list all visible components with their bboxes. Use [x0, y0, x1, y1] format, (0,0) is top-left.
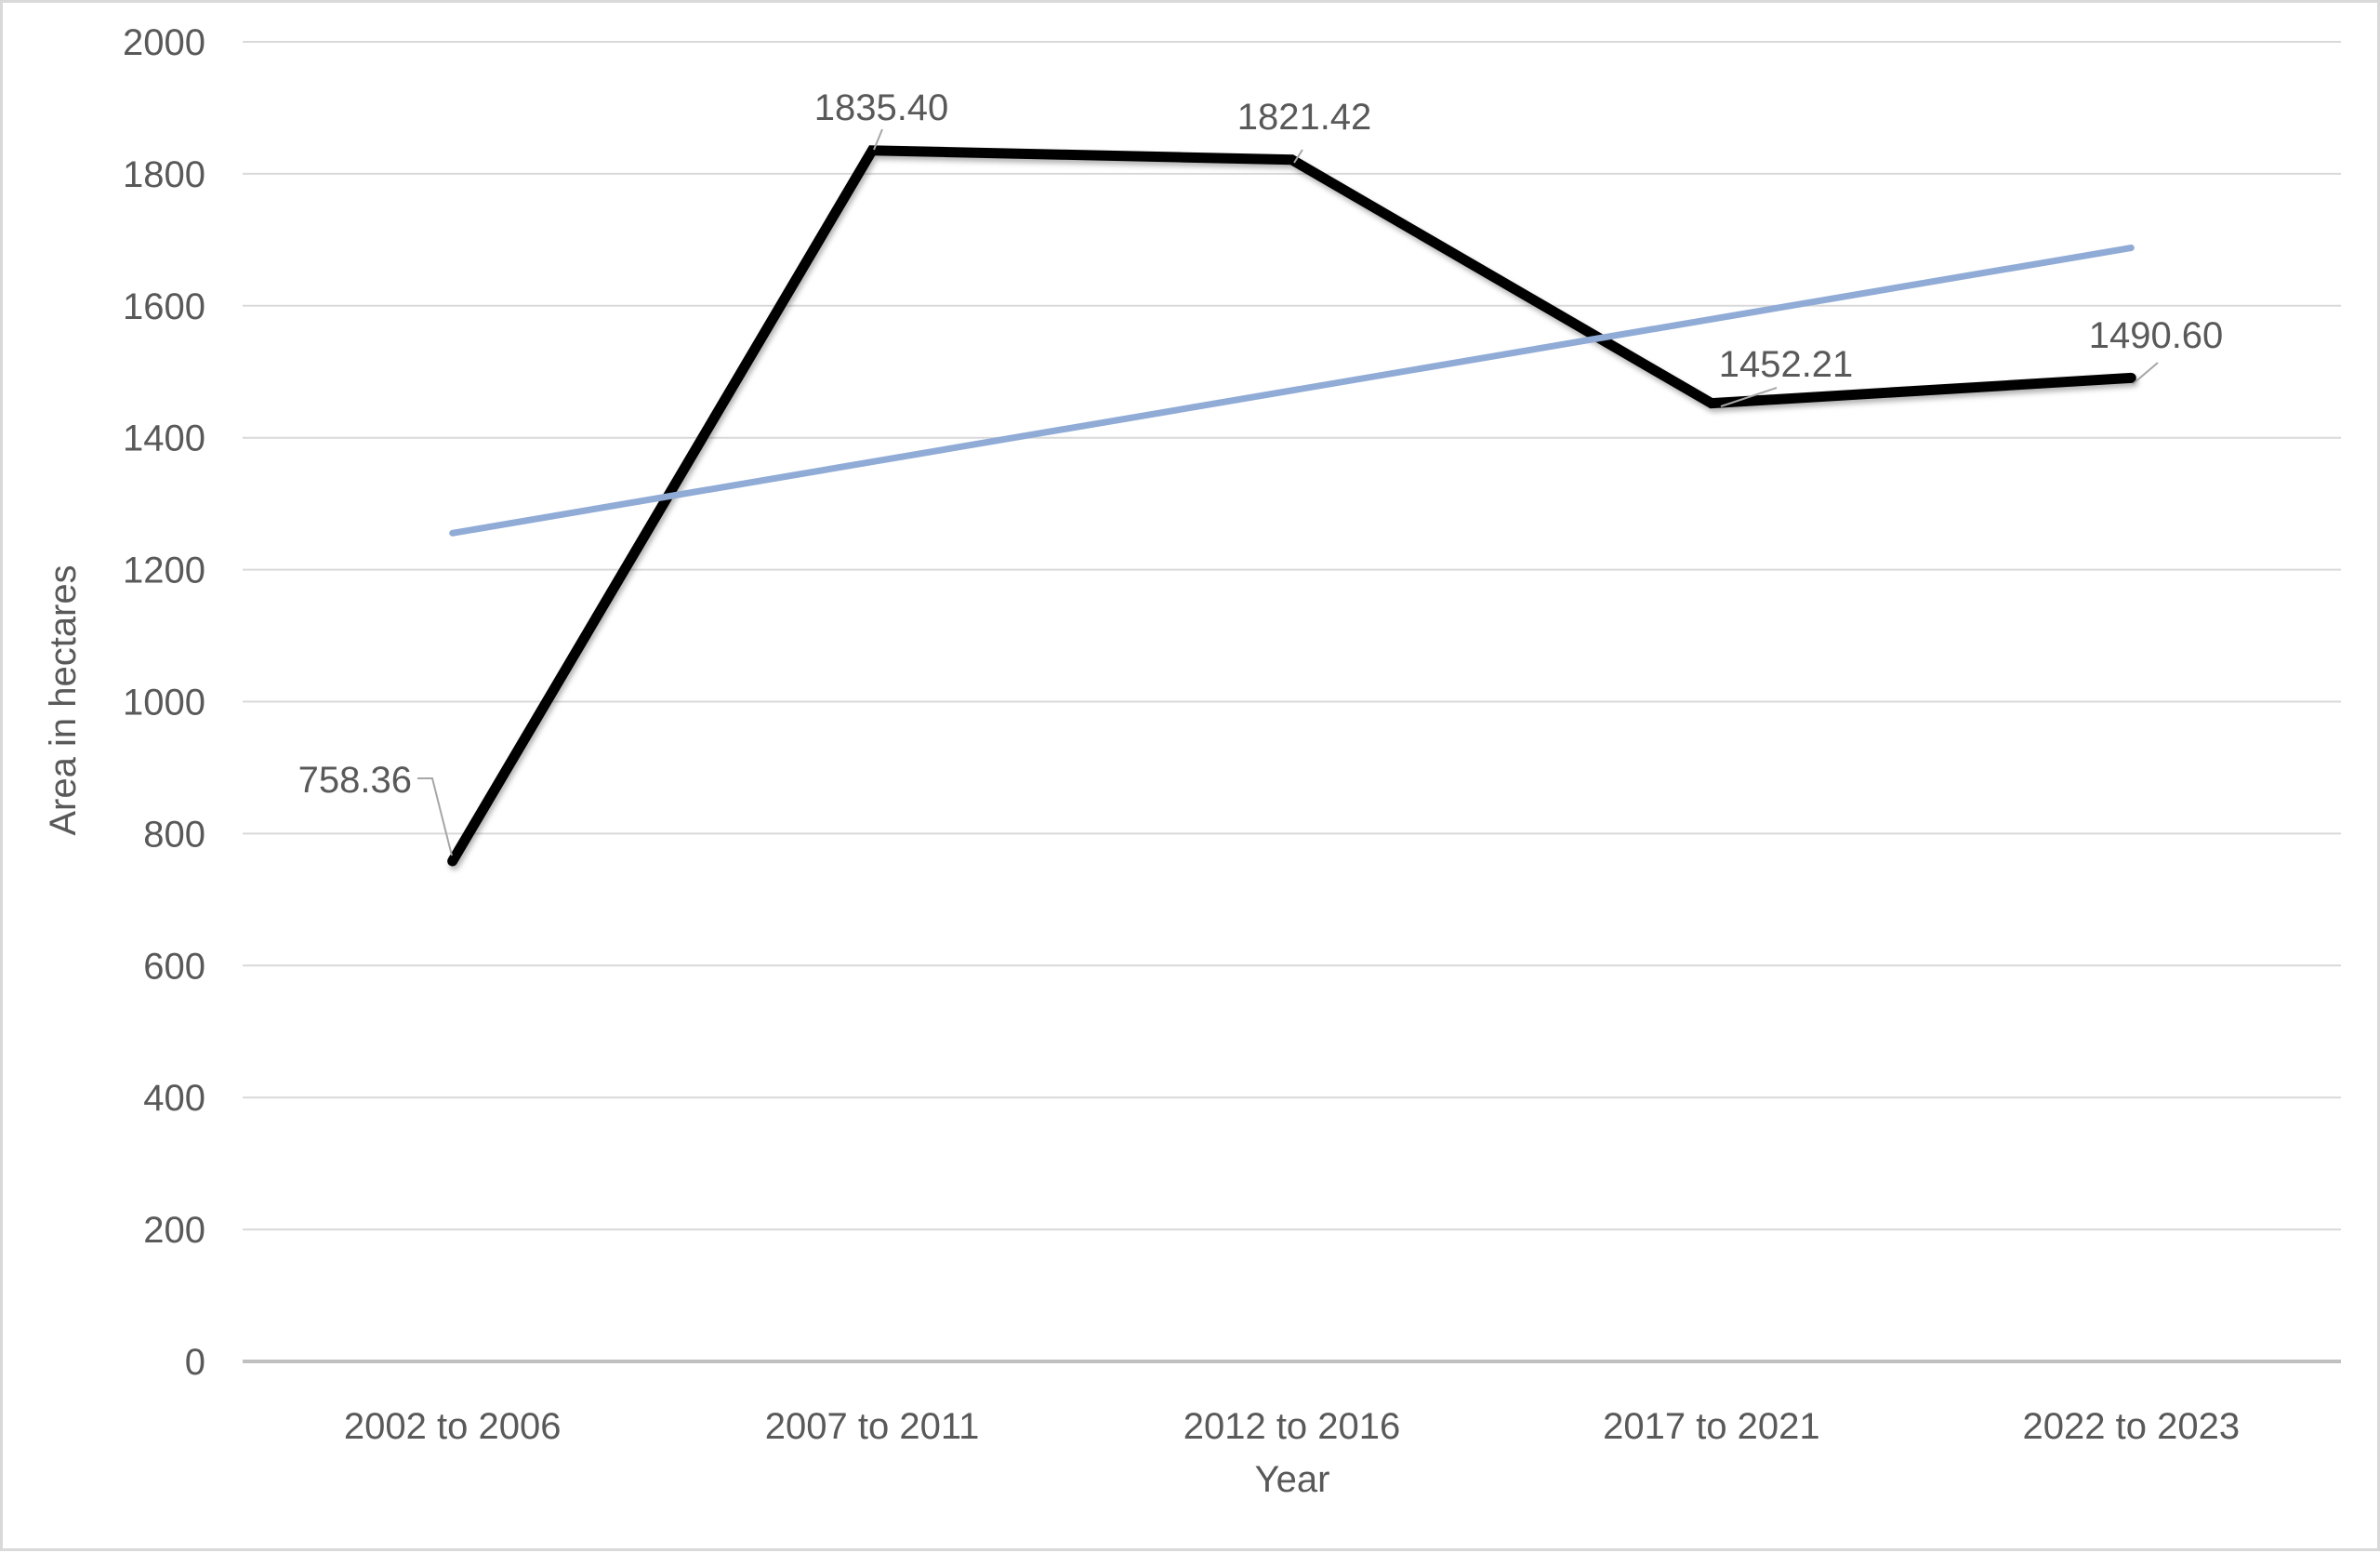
data-label-leader [2132, 362, 2159, 385]
x-category-label: 2012 to 2016 [1183, 1406, 1401, 1447]
data-label-leader [417, 777, 453, 856]
data-label: 1490.60 [2089, 315, 2224, 356]
data-labels: 758.36 1835.40 1821.42 1452.21 1490.60 [298, 87, 2224, 801]
data-label-leader [1720, 387, 1778, 407]
data-label-leader [1293, 149, 1303, 164]
y-axis-title: Area in hectares [43, 564, 84, 835]
x-category-label: 2002 to 2006 [344, 1406, 562, 1447]
data-label: 1821.42 [1237, 97, 1372, 138]
y-tick-label: 1600 [123, 286, 205, 327]
data-label-leader-lines [417, 128, 2159, 856]
y-tick-label: 1000 [123, 683, 205, 723]
x-axis-category-labels: 2002 to 2006 2007 to 2011 2012 to 2016 2017… [344, 1406, 2240, 1447]
y-tick-label: 1200 [123, 551, 205, 591]
x-category-label: 2007 to 2011 [765, 1406, 980, 1447]
y-tick-label: 0 [185, 1342, 205, 1383]
series-lines [447, 145, 2136, 867]
data-label: 758.36 [298, 760, 412, 801]
gridlines [243, 41, 2341, 1363]
data-label: 1452.21 [1719, 344, 1854, 385]
data-series-line [447, 145, 2136, 867]
y-tick-label: 800 [143, 814, 205, 855]
y-tick-label: 1800 [123, 154, 205, 195]
y-tick-label: 200 [143, 1210, 205, 1251]
y-tick-label: 400 [143, 1078, 205, 1119]
x-category-label: 2022 to 2023 [2023, 1406, 2241, 1447]
chart-canvas: 0 200 400 600 800 1000 1200 1400 1600 1800 2000 20… [43, 22, 2341, 1500]
x-axis-title: Year [1255, 1459, 1330, 1500]
x-category-label: 2017 to 2021 [1603, 1406, 1820, 1447]
y-tick-label: 600 [143, 946, 205, 987]
y-tick-label: 1400 [123, 418, 205, 459]
y-tick-label: 2000 [123, 22, 205, 63]
y-axis-tick-labels: 0 200 400 600 800 1000 1200 1400 1600 1800 2000 [123, 22, 205, 1383]
data-label-leader [873, 128, 883, 151]
trendline [449, 245, 2135, 537]
data-label: 1835.40 [814, 87, 949, 128]
